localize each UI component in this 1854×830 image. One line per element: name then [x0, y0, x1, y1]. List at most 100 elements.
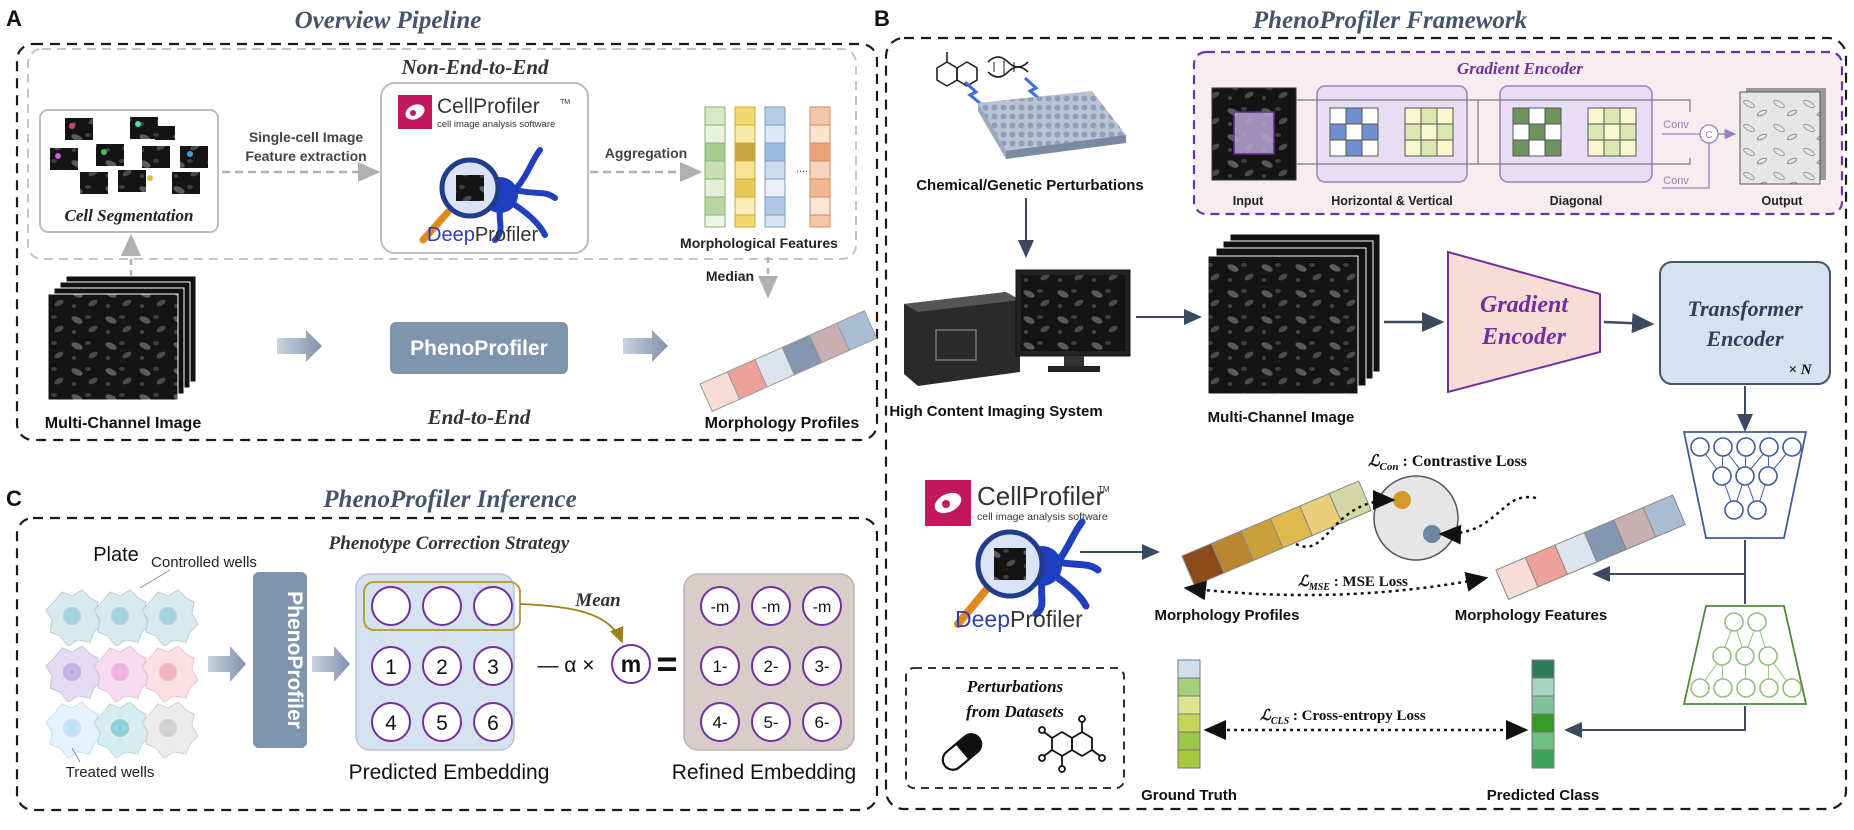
morph-features-label-b: Morphology Features [1455, 607, 1608, 624]
cellprofiler-tm-b: TM [1098, 485, 1110, 494]
contrastive-point-feature [1423, 525, 1441, 543]
dna-icon [987, 56, 1029, 78]
plate-label: Plate [93, 544, 139, 566]
panel-b-title: PhenoProfiler Framework [1252, 7, 1528, 34]
non-e2e-label: Non-End-to-End [400, 55, 549, 79]
gradient-encoder-title: Gradient Encoder [1457, 59, 1583, 78]
morph-profile-strip-a [699, 310, 878, 413]
equals-sign: = [656, 643, 677, 684]
multi-channel-image-a [47, 275, 197, 401]
mean-m-circle [611, 644, 651, 684]
predicted-class-label: Predicted Class [1487, 787, 1600, 804]
morph-feature-columns: ...... [704, 106, 831, 228]
well-ctrl-2 [93, 589, 151, 647]
feature-column-orange [809, 106, 831, 228]
diag-grid-2 [1587, 107, 1637, 157]
mlp-head-blue [1682, 431, 1808, 539]
loss-cls-label: ℒCLS : Cross-entropy Loss [1260, 708, 1426, 727]
well-gray [141, 701, 199, 759]
refined-num-2: 2- [763, 657, 778, 676]
panel-a: A Overview Pipeline Non-End-to-End Cell … [6, 6, 879, 442]
molecule-icon [1038, 715, 1106, 773]
ge-block-line1: Gradient [1480, 292, 1569, 318]
phenoprofiler-block-c [253, 572, 307, 748]
loss-con-label: ℒCon : Contrastive Loss [1368, 453, 1527, 473]
cellprofiler-name: CellProfiler [437, 95, 540, 118]
phenoprofiler-label-c: PhenoProfiler [283, 591, 306, 729]
magnifier-icon [419, 157, 501, 244]
well-plate-icon [978, 91, 1126, 159]
panel-c-letter: C [6, 486, 22, 511]
aggregation-label: Aggregation [605, 145, 687, 161]
te-block-line2: Encoder [1706, 326, 1784, 351]
arrow-to-phenoprofiler [277, 330, 322, 362]
feat-extract-line2: Feature extraction [245, 148, 366, 164]
con-arrow-left [1295, 490, 1396, 548]
ge-input-image [1211, 87, 1297, 181]
pred-num-6: 6 [487, 712, 499, 735]
cell-seg-label: Cell Segmentation [65, 206, 194, 225]
refined-num-6: 6- [814, 713, 829, 732]
arrow-to-pheno-c [208, 646, 246, 682]
mlp-to-predicted-arrow [1564, 706, 1746, 738]
cellprofiler-tm: TM [560, 99, 570, 106]
hv-label: Horizontal & Vertical [1331, 194, 1453, 208]
controlled-wells-label: Controlled wells [151, 554, 257, 571]
mlp-head-green [1682, 605, 1808, 705]
imaging-system-icon [904, 269, 1131, 386]
con-arrow-right [1438, 495, 1537, 545]
panel-a-title: Overview Pipeline [295, 7, 482, 34]
hv-grid-2 [1404, 107, 1454, 157]
pred-num-5: 5 [436, 712, 448, 735]
te-block-line1: Transformer [1687, 296, 1803, 321]
panel-c: C PhenoProfiler Inference Phenotype Corr… [6, 486, 879, 812]
ge-connections [1296, 99, 1691, 165]
multi-channel-label-a: Multi-Channel Image [45, 415, 202, 432]
ge-to-te-arrow [1603, 313, 1655, 334]
panel-c-subtitle: Phenotype Correction Strategy [328, 533, 570, 554]
embedding-circles [371, 646, 513, 742]
cellprofiler-sub: cell image analysis software [437, 119, 555, 130]
concat-label: C [1705, 130, 1712, 141]
predicted-class-column [1531, 659, 1555, 769]
morph-features-label: Morphological Features [680, 235, 838, 251]
refined-num-3: 3- [814, 657, 829, 676]
well-lightblue [45, 701, 103, 759]
ground-truth-column [1177, 659, 1201, 769]
well-pink [93, 645, 151, 703]
morph-feature-strip-b [1495, 494, 1686, 601]
morph-profiles-label-a: Morphology Profiles [705, 415, 860, 432]
arrow-to-embedding [312, 646, 350, 682]
perturb-line2: from Datasets [966, 702, 1064, 721]
ge-block-line2: Encoder [1481, 324, 1567, 350]
conv-label-2: Conv [1663, 175, 1689, 187]
refined-emb-label: Refined Embedding [672, 761, 856, 784]
panel-b: B PhenoProfiler Framework Gradient Encod… [874, 6, 1848, 811]
deepprofiler-deep: DeepProfiler [427, 224, 539, 246]
lightning-icon-1 [963, 80, 987, 110]
magnifier-icon-b [954, 529, 1045, 628]
panel-a-letter: A [6, 6, 22, 31]
mean-label: Mean [574, 590, 620, 611]
ground-truth-label: Ground Truth [1141, 787, 1237, 804]
morph-profiles-label-b: Morphology Profiles [1154, 607, 1299, 624]
refined-num-1: 1- [712, 657, 727, 676]
control-circles [371, 586, 513, 626]
minus-alpha-label: — α × [537, 654, 594, 677]
diag-label: Diagonal [1550, 194, 1603, 208]
refined-top-1: -m [711, 599, 730, 616]
non-e2e-frame [27, 48, 857, 260]
controlled-pointer [139, 569, 171, 589]
feat-extract-line1: Single-cell Image [249, 129, 364, 145]
panel-c-frame [15, 516, 879, 812]
treated-wells-label: Treated wells [66, 764, 155, 781]
contrastive-point-profile [1393, 491, 1411, 509]
panel-b-frame [884, 36, 1848, 811]
hcis-label: High Content Imaging System [889, 403, 1102, 420]
conv-line-2 [1662, 143, 1710, 189]
ge-output-image [1739, 88, 1826, 185]
ge-output-label: Output [1762, 194, 1804, 208]
control-row-highlight [363, 581, 521, 631]
transformer-encoder-block [1659, 261, 1831, 385]
